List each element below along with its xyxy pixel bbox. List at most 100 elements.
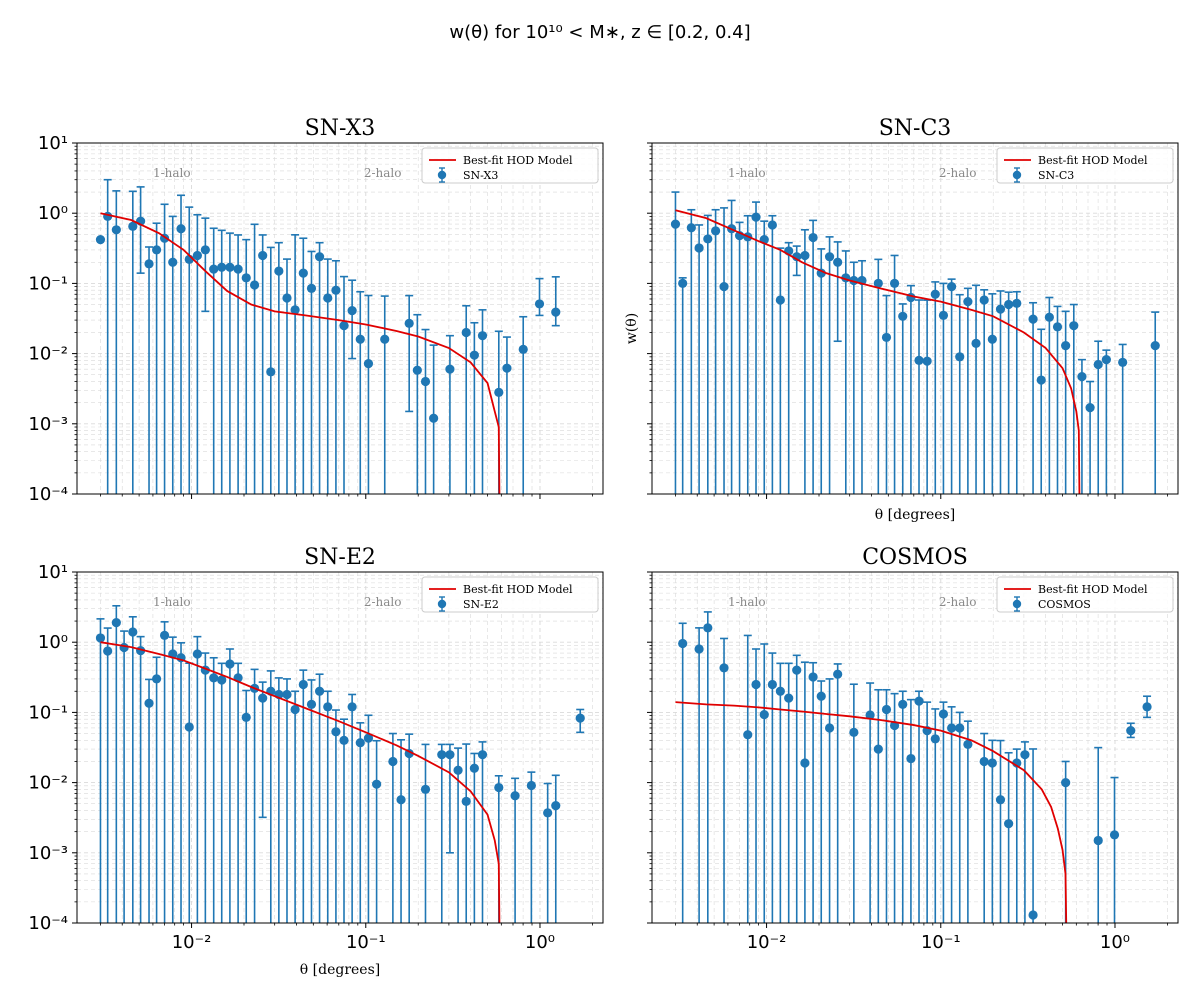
data-point: [995, 304, 1006, 314]
legend-label: Best-fit HOD Model: [463, 583, 573, 596]
data-point: [412, 365, 422, 375]
data-point: [881, 332, 892, 343]
data-point: [743, 730, 753, 740]
data-point: [987, 758, 997, 768]
data-point: [816, 691, 826, 701]
data-point: [477, 750, 488, 760]
x-axis-label: θ [degrees]: [875, 507, 955, 523]
data-point: [168, 257, 178, 267]
region-label-2-halo: 2-halo: [364, 595, 402, 609]
data-point: [176, 224, 186, 234]
data-point: [1077, 372, 1087, 382]
data-point: [1101, 355, 1111, 365]
data-point: [152, 674, 162, 684]
data-point: [290, 305, 300, 315]
panel-title: SN-E2: [304, 545, 376, 570]
data-point: [502, 363, 512, 373]
panels: 10¹ 10⁰ 10⁻¹ 10⁻² 10⁻³ 10⁻⁴ SN-X3 1-halo 2-halo B…: [28, 116, 1179, 978]
data-point: [388, 756, 398, 767]
legend-label: Best-fit HOD Model: [1038, 583, 1148, 596]
data-point: [775, 295, 785, 305]
data-point: [963, 739, 973, 750]
y-tick-label: 10⁻⁴: [28, 484, 68, 505]
data-point: [979, 756, 989, 767]
data-layer: [670, 191, 1160, 494]
legend-marker-swatch: [437, 599, 447, 609]
data-point: [461, 327, 471, 338]
data-point: [461, 796, 471, 806]
data-point: [1142, 702, 1152, 712]
data-point: [396, 795, 406, 805]
data-point: [922, 356, 932, 366]
axes-frame: [76, 571, 604, 924]
figure-title: w(θ) for 10¹⁰ < M∗, z ∈ [0.2, 0.4]: [449, 22, 750, 43]
grid: [652, 572, 1178, 923]
legend-label: SN-E2: [463, 598, 499, 611]
data-point: [719, 282, 729, 292]
data-point: [258, 693, 268, 703]
data-point: [331, 285, 341, 295]
data-point: [217, 675, 227, 685]
y-tick-label: 10⁻²: [28, 344, 68, 365]
x-tick-label: 10⁻²: [172, 932, 212, 953]
legend-box: [996, 147, 1174, 184]
data-point: [849, 727, 859, 737]
data-point: [347, 305, 357, 316]
data-point: [282, 293, 292, 303]
legend-box: [421, 147, 599, 184]
data-point: [955, 352, 965, 362]
legend-label: COSMOS: [1038, 598, 1091, 611]
data-point: [808, 672, 818, 682]
y-tick-label: 10⁻³: [28, 414, 68, 435]
data-point: [947, 282, 957, 292]
x-axis-label: θ [degrees]: [300, 962, 380, 978]
model-line: [100, 641, 501, 923]
data-point: [719, 663, 729, 673]
region-label-1-halo: 1-halo: [153, 595, 191, 609]
data-point: [298, 268, 308, 278]
data-point: [678, 638, 688, 649]
data-point: [1150, 341, 1160, 351]
data-point: [963, 297, 973, 307]
data-point: [339, 321, 349, 331]
data-point: [824, 723, 835, 733]
legend-label: Best-fit HOD Model: [1038, 154, 1148, 167]
data-point: [494, 782, 504, 793]
data-point: [543, 808, 553, 818]
data-point: [103, 646, 113, 656]
legend-marker-swatch: [1012, 170, 1022, 180]
data-point: [159, 630, 170, 640]
data-point: [314, 252, 325, 262]
panel-cosmos: 10⁻² 10⁻¹ 10⁰ COSMOS 1-halo 2-halo Best-fit HO…: [647, 545, 1179, 953]
panel-sn-c3: SN-C3 θ [degrees] w(θ) 1-halo 2-halo Best-fit…: [624, 116, 1179, 523]
data-point: [200, 245, 210, 255]
data-point: [144, 259, 154, 269]
data-point: [192, 250, 202, 261]
data-point: [225, 659, 235, 669]
y-axis-label: w(θ): [624, 313, 640, 344]
data-point: [404, 318, 414, 328]
data-point: [873, 278, 883, 288]
data-point: [477, 331, 488, 341]
data-point: [1004, 819, 1014, 829]
data-point: [233, 264, 243, 274]
region-label-1-halo: 1-halo: [153, 166, 191, 180]
data-point: [258, 250, 268, 261]
data-point: [437, 750, 447, 760]
data-point: [995, 795, 1006, 805]
data-point: [111, 618, 121, 628]
data-point: [711, 226, 721, 236]
model-line: [675, 209, 1081, 494]
data-point: [225, 262, 235, 272]
data-point: [469, 763, 479, 773]
data-point: [833, 257, 843, 267]
x-tick-label: 10⁻²: [747, 932, 787, 953]
data-point: [767, 220, 777, 230]
data-point: [1093, 359, 1103, 370]
data-point: [971, 338, 981, 348]
data-point: [152, 245, 162, 255]
data-layer: [95, 178, 561, 494]
data-point: [331, 727, 341, 737]
data-point: [241, 273, 251, 283]
legend: Best-fit HOD Model SN-X3: [421, 147, 599, 184]
